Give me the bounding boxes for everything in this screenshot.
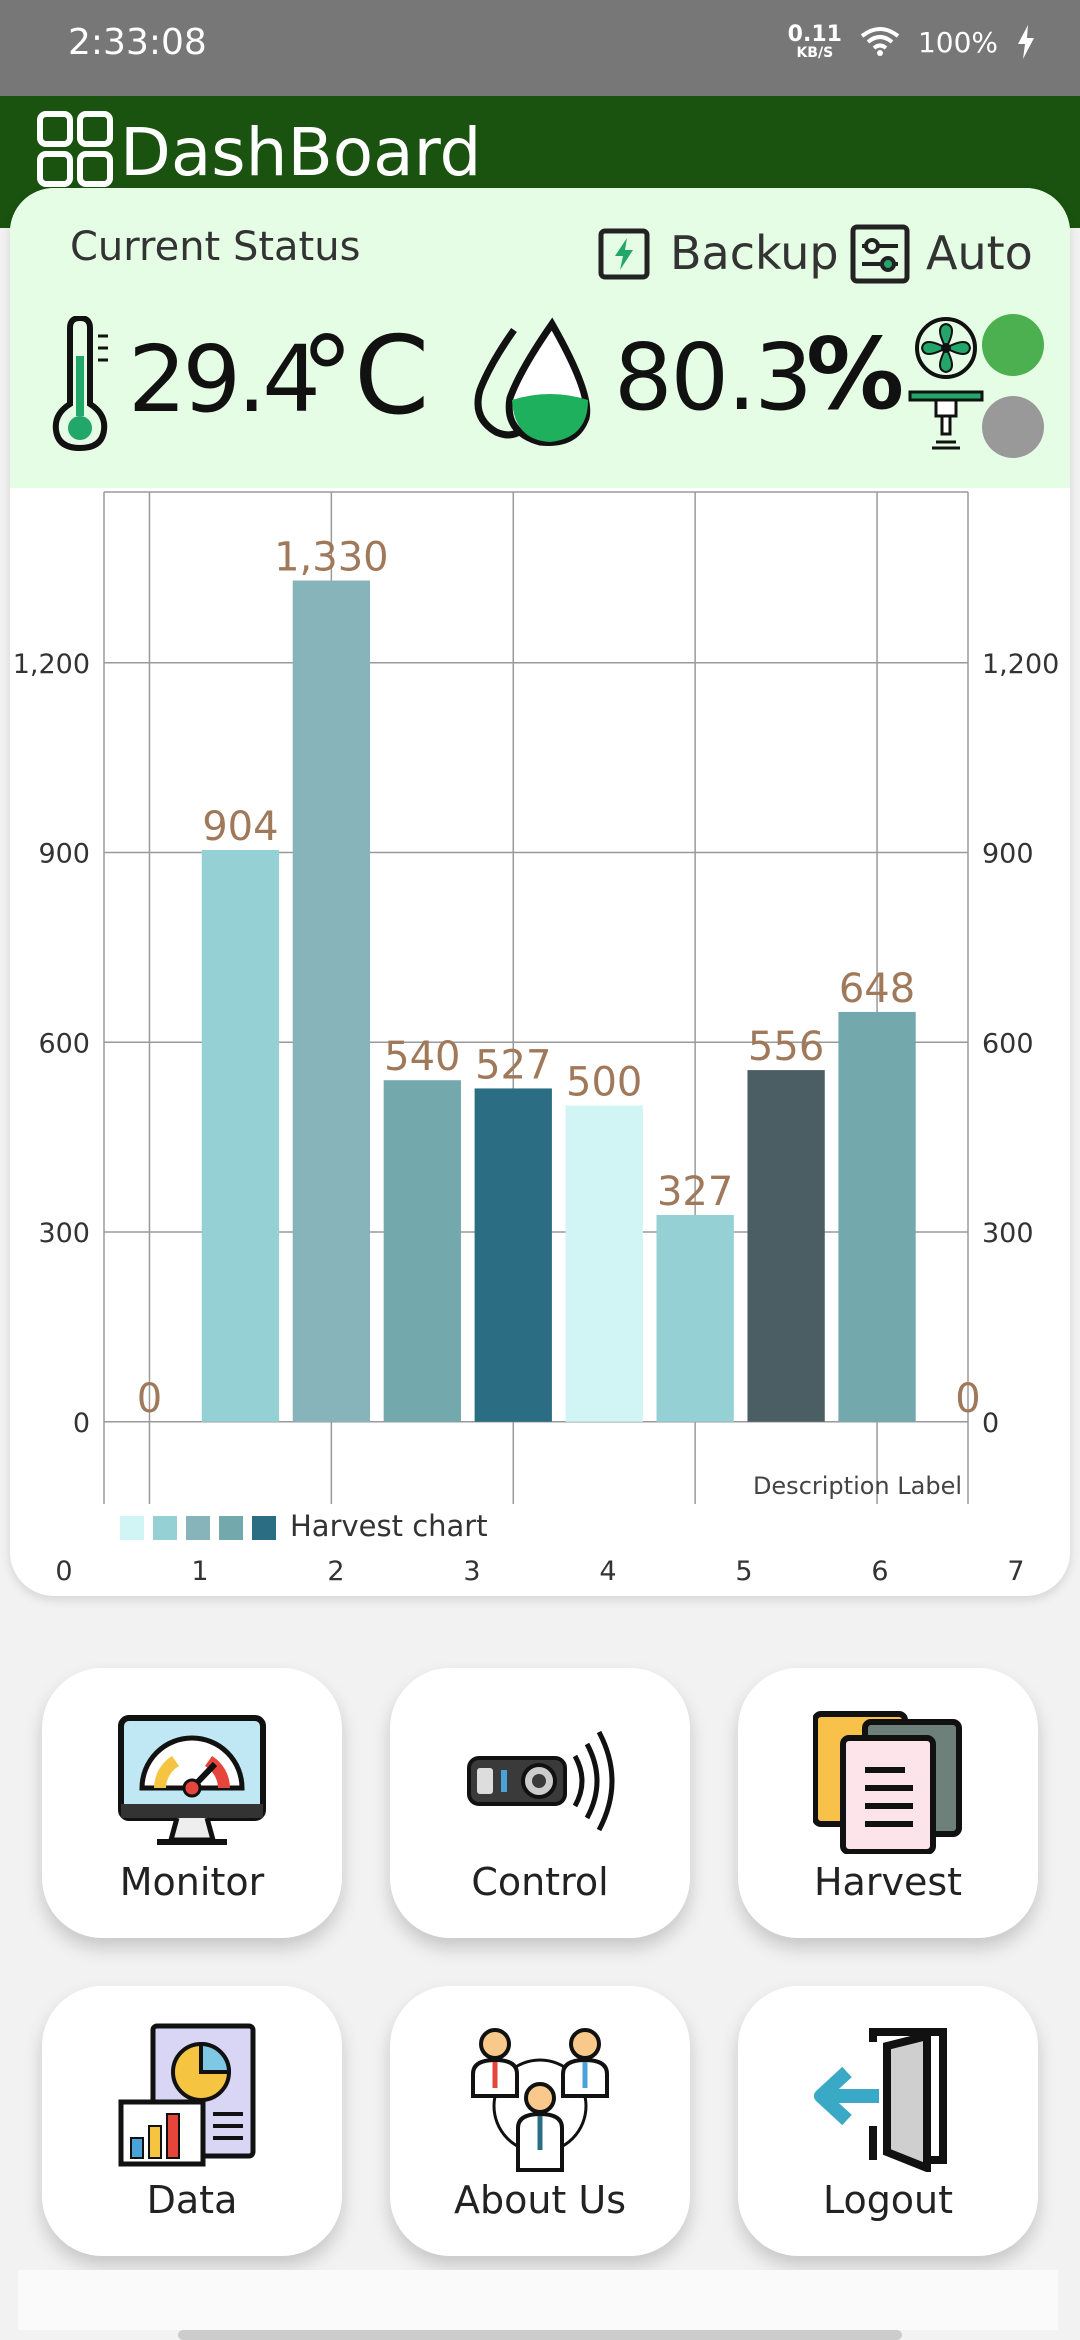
legend-swatch	[120, 1516, 144, 1540]
humidity-drops-icon	[474, 317, 591, 446]
data-button[interactable]: Data	[42, 1986, 342, 2256]
monitor-button[interactable]: Monitor	[42, 1668, 342, 1938]
data-label: Data	[146, 2178, 238, 2222]
legend-swatch	[252, 1516, 276, 1540]
fan-status-indicator	[982, 314, 1044, 376]
logout-label: Logout	[822, 2178, 954, 2222]
control-button[interactable]: Control	[390, 1668, 690, 1938]
legend-swatch	[153, 1516, 177, 1540]
logout-door-icon	[814, 2028, 947, 2172]
remote-control-icon	[467, 1730, 615, 1832]
clock: 2:33:08	[68, 22, 207, 63]
y-tick-label-right: 1,200	[982, 649, 1059, 680]
x-tick-label: 3	[463, 1556, 480, 1587]
bar-value-label: 1,330	[274, 535, 389, 581]
about-us-button[interactable]: About Us	[390, 1986, 690, 2256]
harvest-button[interactable]: Harvest	[738, 1668, 1038, 1938]
x-tick-label: 5	[735, 1556, 752, 1587]
legend-swatch	[219, 1516, 243, 1540]
control-label: Control	[471, 1860, 609, 1904]
report-chart-icon	[118, 2023, 256, 2167]
bar-value-label: 556	[748, 1024, 824, 1070]
bar-value-label: 527	[475, 1042, 551, 1088]
chart-bar	[383, 1080, 461, 1422]
chart-description: Description Label	[753, 1472, 962, 1500]
y-tick-label-right: 300	[982, 1218, 1034, 1249]
y-tick-label-right: 600	[982, 1028, 1034, 1059]
sprinkler-status-indicator	[982, 396, 1044, 458]
harvest-label: Harvest	[813, 1860, 963, 1904]
chart-bar	[838, 1011, 916, 1422]
battery-backup-icon	[598, 228, 650, 280]
bottom-area	[18, 2270, 1058, 2330]
chart-bar	[292, 580, 371, 1422]
bar-value-label: 0	[955, 1376, 980, 1422]
status-icons: 0.11 KB/S 100%	[788, 24, 1036, 60]
thermometer-icon	[52, 316, 108, 452]
page-title: DashBoard	[120, 114, 482, 191]
system-status-bar: 2:33:08 0.11 KB/S 100%	[0, 0, 1080, 96]
chart-bar	[747, 1070, 825, 1422]
monitor-label: Monitor	[119, 1860, 265, 1904]
legend-swatch	[186, 1516, 210, 1540]
dashboard-card: Current Status Backup Auto 29.4 °C	[10, 188, 1070, 1596]
auto-label: Auto	[926, 226, 1033, 280]
wifi-icon	[860, 27, 900, 56]
harvest-bar-chart: 0 0 300 300 600 600 900 900 1,200 1,200 0 904 1,330 5…	[10, 188, 1070, 1596]
bar-value-label: 500	[566, 1060, 642, 1106]
x-tick-label: 7	[1007, 1556, 1024, 1587]
current-status-panel: Current Status Backup Auto 29.4 °C	[10, 188, 1070, 488]
auto-settings-icon	[850, 224, 910, 284]
y-tick-label-left: 1,200	[13, 649, 90, 680]
temperature-value: 29.4	[128, 326, 321, 433]
current-status-title: Current Status	[70, 224, 361, 270]
chart-bar	[565, 1105, 643, 1422]
gesture-bar[interactable]	[178, 2330, 902, 2340]
documents-icon	[813, 1711, 962, 1854]
legend-label: Harvest chart	[290, 1509, 488, 1543]
x-tick-label: 0	[55, 1556, 72, 1587]
chart-bar	[201, 849, 280, 1422]
monitor-gauge-icon	[118, 1715, 266, 1845]
logout-button[interactable]: Logout	[738, 1986, 1038, 2256]
battery-level: 100%	[917, 25, 998, 59]
network-speed: 0.11 KB/S	[787, 22, 842, 61]
chart-bar	[474, 1088, 552, 1422]
fan-icon	[915, 317, 977, 379]
x-tick-label: 6	[871, 1556, 888, 1587]
sprinkler-icon	[908, 390, 984, 450]
backup-label: Backup	[670, 226, 839, 280]
humidity-value: 80.3	[614, 324, 813, 431]
x-tick-label: 1	[191, 1556, 208, 1587]
bar-value-label: 648	[839, 966, 915, 1012]
bar-value-label: 327	[657, 1169, 733, 1215]
y-tick-label-left: 300	[38, 1218, 90, 1249]
chart-bar	[656, 1214, 734, 1422]
y-tick-label-left: 0	[73, 1408, 90, 1439]
y-tick-label-right: 900	[982, 839, 1034, 870]
x-tick-label: 4	[599, 1556, 616, 1587]
y-tick-label-right: 0	[982, 1408, 999, 1439]
about-us-label: About Us	[453, 2178, 627, 2222]
temperature-unit: °C	[300, 314, 430, 439]
y-tick-label-left: 600	[38, 1028, 90, 1059]
dashboard-grid-icon	[37, 111, 113, 187]
x-tick-label: 2	[327, 1556, 344, 1587]
humidity-unit: %	[806, 318, 905, 432]
bar-value-label: 904	[202, 804, 278, 850]
bar-value-label: 540	[384, 1034, 460, 1080]
team-icon	[471, 2028, 609, 2172]
y-tick-label-left: 900	[38, 839, 90, 870]
bar-value-label: 0	[137, 1376, 162, 1422]
charging-icon	[1018, 25, 1034, 59]
